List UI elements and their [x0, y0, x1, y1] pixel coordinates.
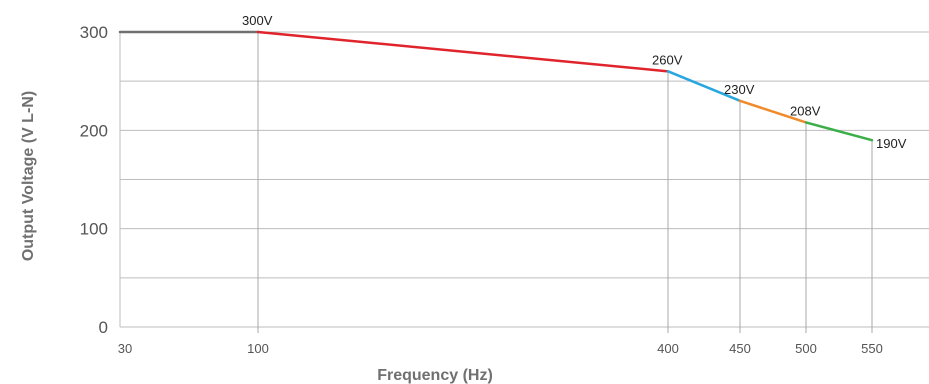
line-segment — [256, 30, 670, 73]
y-tick-label: 100 — [80, 220, 108, 239]
data-label: 230V — [724, 82, 755, 97]
data-label: 300V — [242, 13, 273, 28]
y-tick-labels: 0 100 200 300 — [80, 23, 108, 337]
y-tick-label: 300 — [80, 23, 108, 42]
line-segment — [738, 99, 808, 124]
x-tick-labels: 30 100 400 450 500 550 — [118, 341, 883, 356]
data-label: 208V — [790, 103, 821, 118]
data-labels: 300V 260V 230V 208V 190V — [242, 13, 907, 151]
x-tick-label: 30 — [118, 341, 132, 356]
grid-lines — [119, 31, 929, 328]
series-line — [118, 30, 874, 142]
x-tick-label: 500 — [795, 341, 817, 356]
line-segment — [666, 70, 742, 103]
drop-lines — [257, 32, 873, 333]
y-axis-label: Output Voltage (V L-N) — [20, 91, 37, 261]
x-tick-label: 100 — [247, 341, 269, 356]
x-tick-label: 450 — [729, 341, 751, 356]
x-tick-label: 550 — [861, 341, 883, 356]
y-tick-label: 0 — [99, 318, 108, 337]
data-label: 260V — [652, 52, 683, 67]
x-axis-label: Frequency (Hz) — [377, 367, 493, 384]
y-tick-label: 200 — [80, 121, 108, 140]
line-segment — [804, 121, 874, 142]
data-label: 190V — [876, 136, 907, 151]
x-tick-label: 400 — [657, 341, 679, 356]
